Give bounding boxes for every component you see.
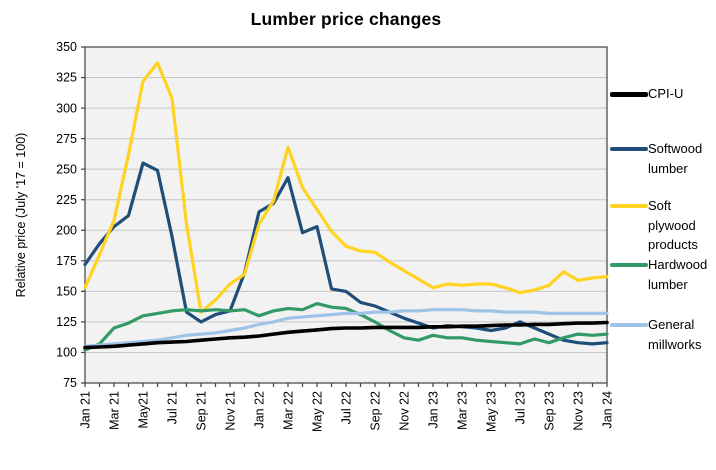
x-tick-label: Jul 23	[514, 391, 528, 424]
x-axis-labels: Jan 21 Mar 21 May21 Jul 21 Sep 21 Nov 21 Jan 2…	[79, 383, 615, 432]
x-tick-label: Sep 22	[369, 391, 383, 431]
x-tick-label: Mar 22	[282, 391, 296, 430]
legend-swatch-general-millworks	[610, 323, 648, 327]
legend-label-general-millworks: General millworks	[648, 317, 702, 352]
legend-label-softwood-lumber: Softwood lumber	[648, 141, 703, 176]
series-line-hardwood-lumber	[83, 302, 609, 352]
x-tick-label: Jan 21	[79, 391, 93, 429]
legend-item-hardwood-lumber: Hardwood lumber	[610, 255, 712, 294]
legend-swatch-softwood-lumber	[610, 147, 648, 151]
x-tick-label: May 22	[311, 391, 325, 432]
legend-label-soft-plywood-products: Soft plywood products	[648, 198, 698, 252]
legend-item-general-millworks: General millworks	[610, 315, 712, 354]
y-tick-label: 75	[63, 376, 77, 390]
y-tick-label: 150	[56, 285, 77, 299]
series-line-soft-plywood-products	[83, 61, 609, 314]
x-tick-label: Jan 22	[253, 391, 267, 429]
y-tick-label: 225	[56, 193, 77, 207]
y-tick-label: 275	[56, 132, 77, 146]
series-line-cpi-u	[83, 320, 609, 350]
series-line-softwood-lumber	[83, 161, 609, 346]
legend-item-softwood-lumber: Softwood lumber	[610, 139, 712, 178]
series-line-general-millworks	[83, 308, 609, 348]
x-tick-label: May 23	[485, 391, 499, 432]
y-tick-label: 200	[56, 223, 77, 237]
y-tick-label: 100	[56, 346, 77, 360]
x-tick-label: Mar 23	[456, 391, 470, 430]
legend-item-cpiu: CPI-U	[610, 84, 712, 104]
x-tick-label: Nov 23	[572, 391, 586, 431]
y-tick-label: 325	[56, 71, 77, 85]
legend-swatch-cpiu	[610, 92, 648, 97]
y-tick-label: 350	[56, 40, 77, 54]
legend-swatch-hardwood-lumber	[610, 263, 648, 267]
x-tick-label: Nov 21	[224, 391, 238, 431]
legend: CPI-U Softwood lumber Soft plywood produ…	[610, 0, 716, 470]
y-axis-labels: 75 100 125 150 175 200 225 250 275 300 325 350	[56, 40, 85, 390]
chart-title: Lumber price changes	[250, 9, 442, 29]
y-tick-label: 300	[56, 101, 77, 115]
y-tick-label: 175	[56, 254, 77, 268]
x-tick-label: Jan 23	[427, 391, 441, 429]
legend-label-hardwood-lumber: Hardwood lumber	[648, 257, 708, 292]
x-tick-label: Jul 22	[340, 391, 354, 424]
x-tick-label: Sep 21	[195, 391, 209, 431]
x-tick-label: Sep 23	[543, 391, 557, 431]
x-tick-label: Nov 22	[398, 391, 412, 431]
x-tick-label: Mar 21	[108, 391, 122, 430]
x-tick-label: May21	[137, 391, 151, 429]
legend-label-cpiu: CPI-U	[648, 86, 684, 101]
x-tick-label: Jan 24	[601, 391, 615, 429]
legend-item-soft-plywood-products: Soft plywood products	[610, 196, 712, 255]
x-tick-label: Jul 21	[166, 391, 180, 424]
y-tick-label: 250	[56, 162, 77, 176]
legend-swatch-soft-plywood-products	[610, 204, 648, 208]
plot-area	[85, 47, 607, 383]
y-tick-label: 125	[56, 315, 77, 329]
